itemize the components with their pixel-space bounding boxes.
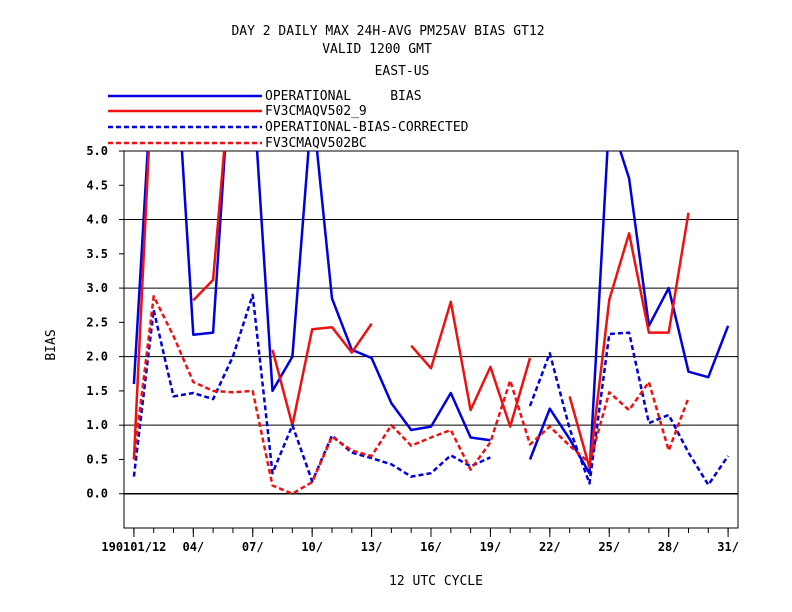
y-tick-label-3: 1.5 xyxy=(86,384,108,398)
y-tick-label-7: 3.5 xyxy=(86,247,108,261)
series-1-line-segment-1 xyxy=(528,151,730,475)
x-axis: 190101/12 04/07/10/13/16/19/22/25/28/31/ xyxy=(101,528,739,554)
x-tick-label-5: 16/ xyxy=(420,540,442,554)
y-tick-label-8: 4.0 xyxy=(86,213,108,227)
x-tick-label-7: 22/ xyxy=(539,540,561,554)
y-tick-label-10: 5.0 xyxy=(86,144,108,158)
y-tick-label-0: 0.0 xyxy=(86,487,108,501)
series-3-line-segment-1 xyxy=(528,331,730,487)
y-tick-label-9: 4.5 xyxy=(86,178,108,192)
chart-title-line-2: VALID 1200 GMT xyxy=(322,42,432,57)
x-axis-label: 12 UTC CYCLE xyxy=(389,574,483,589)
y-tick-label-2: 1.0 xyxy=(86,418,108,432)
legend: OPERATIONAL BIAS FV3CMAQV502_9 OPERATION… xyxy=(108,89,469,151)
x-tick-label-9: 28/ xyxy=(658,540,680,554)
x-tick-label-4: 13/ xyxy=(361,540,383,554)
plot-frame xyxy=(123,150,739,529)
plot-area: 0.0 0.5 1.0 1.5 2.0 2.5 3.0 3.5 4.0 4.5 5.0 190101… xyxy=(86,144,739,554)
series-2-line-segment-2 xyxy=(271,322,373,427)
series-3-line-segment-0 xyxy=(132,293,491,483)
series-4-line-segment-0 xyxy=(132,295,690,495)
legend-label-2: FV3CMAQV502_9 xyxy=(265,104,367,119)
x-tick-label-1: 04/ xyxy=(182,540,204,554)
series-2-line-segment-3 xyxy=(410,300,532,428)
x-tick-label-6: 19/ xyxy=(480,540,502,554)
x-tick-label-2: 07/ xyxy=(242,540,264,554)
y-tick-label-6: 3.0 xyxy=(86,281,108,295)
y-axis-label: BIAS xyxy=(44,329,59,360)
legend-label-4: FV3CMAQV502BC xyxy=(265,136,367,151)
x-tick-label-10: 31/ xyxy=(717,540,739,554)
y-axis: 0.0 0.5 1.0 1.5 2.0 2.5 3.0 3.5 4.0 4.5 5.0 xyxy=(86,144,124,501)
y-tick-label-4: 2.0 xyxy=(86,350,108,364)
y-tick-label-1: 0.5 xyxy=(86,452,108,466)
chart-title-line-1: DAY 2 DAILY MAX 24H-AVG PM25AV BIAS GT12 xyxy=(231,24,544,39)
series-2-line-segment-0 xyxy=(132,151,151,460)
y-tick-label-5: 2.5 xyxy=(86,315,108,329)
series-2-line-segment-1 xyxy=(192,151,226,302)
legend-label-3: OPERATIONAL-BIAS-CORRECTED xyxy=(265,120,469,135)
legend-label-1: OPERATIONAL BIAS xyxy=(265,89,422,104)
series-2-line-segment-4 xyxy=(568,212,690,469)
x-tick-label-8: 25/ xyxy=(598,540,620,554)
x-tick-label-0: 190101/12 xyxy=(101,540,166,554)
series-1-line-segment-0 xyxy=(132,151,491,442)
x-tick-label-3: 10/ xyxy=(301,540,323,554)
grid xyxy=(124,150,738,495)
chart-title-line-3: EAST-US xyxy=(375,64,430,79)
series-group xyxy=(132,151,730,495)
